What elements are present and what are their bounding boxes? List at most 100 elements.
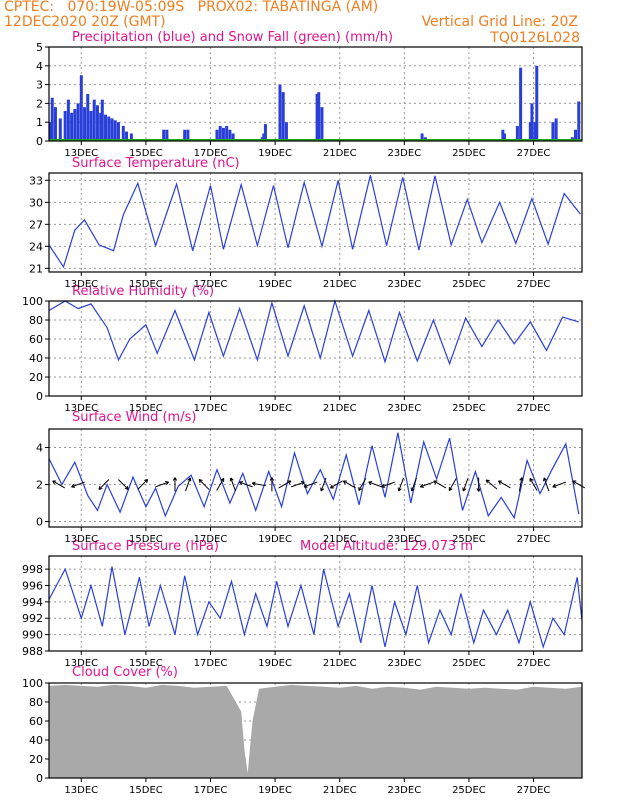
precip-bar (121, 125, 125, 141)
x-tick-label: 27DEC (517, 148, 551, 159)
y-tick-label: 4 (36, 60, 43, 73)
precip-bar (95, 105, 99, 141)
panel-frame (48, 172, 583, 273)
wind-arrow (52, 480, 66, 489)
wind-arrow-head (320, 487, 322, 492)
precip-bar (501, 129, 505, 141)
precip-bar (577, 101, 581, 141)
wind-arrow-shaft (448, 478, 457, 491)
y-tick-label: 4 (36, 441, 43, 454)
x-tick-label: 21DEC (323, 148, 357, 159)
precip-bar (70, 112, 74, 141)
x-tick-label: 25DEC (452, 658, 486, 669)
wind-arrow-shaft (368, 481, 383, 488)
wind-arrow (342, 480, 356, 489)
precip-bar (530, 103, 534, 141)
wind-arrow-head (174, 477, 178, 481)
y-tick-label: 996 (22, 579, 43, 592)
wind-arrow-head (462, 487, 464, 492)
precip-bar (533, 122, 537, 141)
y-tick-label: 27 (29, 218, 43, 231)
wind-arrow-shaft (381, 481, 395, 488)
y-tick-label: 3 (36, 79, 43, 92)
panel-frame (48, 300, 583, 397)
wind-arrow-head (486, 479, 490, 482)
precip-bar (574, 129, 578, 141)
wind-arrow-shaft (198, 479, 210, 490)
wind-arrow (518, 477, 524, 492)
x-tick-label: 27DEC (517, 785, 551, 796)
y-tick-label: 100 (22, 295, 43, 308)
wind-arrow-shaft (330, 480, 343, 489)
wind-arrow (397, 477, 404, 492)
header-grid-info: Vertical Grid Line: 20Z (421, 14, 578, 30)
x-tick-label: 27DEC (517, 279, 551, 290)
wind-arrow (137, 479, 149, 490)
wind-arrow (290, 481, 305, 488)
wind-arrow-shaft (433, 480, 447, 489)
wind-arrow-shaft (303, 481, 318, 488)
wind-arrow (320, 477, 327, 492)
x-tick-label: 23DEC (387, 279, 421, 290)
panel-temperature: 21 24 27 30 33 13DEC 15DEC 17DEC 19DEC 21DEC 23DEC… (29, 172, 583, 290)
wind-arrow (229, 477, 236, 492)
wind-arrow (462, 477, 469, 492)
x-tick-label: 15DEC (129, 785, 163, 796)
x-tick-label: 23DEC (387, 785, 421, 796)
y-tick-label: 2 (36, 97, 43, 110)
x-tick-label: 21DEC (323, 403, 357, 414)
y-tick-label: 0 (36, 135, 43, 148)
x-tick-label: 15DEC (129, 279, 163, 290)
wind-arrow (485, 479, 498, 490)
x-tick-label: 17DEC (194, 403, 228, 414)
wind-arrow (269, 477, 275, 492)
x-tick-label: 13DEC (64, 658, 98, 669)
x-tick-label: 21DEC (323, 785, 357, 796)
wind-arrow-shaft (239, 481, 253, 488)
wind-arrow (448, 478, 457, 491)
wind-line (48, 432, 580, 520)
precip-bar (262, 133, 266, 141)
panel-title-precip: Precipitation (blue) and Snow Fall (gree… (72, 30, 394, 45)
precip-bar (129, 133, 133, 141)
precip-bar (66, 99, 70, 141)
x-tick-label: 27DEC (517, 403, 551, 414)
wind-arrow-head (330, 484, 333, 489)
precip-bar (284, 122, 288, 141)
wind-arrow-head (251, 481, 256, 484)
humidity-line (48, 298, 579, 366)
y-tick-label: 21 (29, 262, 43, 275)
x-tick-label: 19DEC (258, 279, 292, 290)
wind-arrow-head (230, 477, 234, 481)
y-tick-label: 990 (22, 629, 43, 642)
x-tick-label: 23DEC (387, 403, 421, 414)
precip-bar (231, 133, 235, 141)
wind-arrow (251, 481, 266, 487)
wind-arrow (330, 480, 343, 489)
wind-arrow (476, 477, 481, 492)
x-tick-label: 25DEC (452, 279, 486, 290)
wind-arrow (543, 477, 550, 492)
pressure-line (48, 566, 583, 649)
pressure-altitude-note: Model Altitude: 129.073 m (300, 539, 474, 554)
y-tick-label: 2 (36, 478, 43, 491)
precip-bar (528, 122, 532, 141)
wind-arrow-shaft (155, 481, 169, 488)
header-code: TQ0126L028 (490, 30, 580, 46)
x-tick-label: 17DEC (194, 534, 228, 545)
y-tick-label: 20 (29, 371, 43, 384)
x-tick-label: 17DEC (194, 148, 228, 159)
panel-title-wind: Surface Wind (m/s) (72, 410, 197, 425)
wind-arrow (358, 478, 367, 491)
y-tick-label: 40 (29, 352, 43, 365)
wind-arrow-head (303, 483, 307, 488)
x-tick-label: 15DEC (129, 148, 163, 159)
panel-frame (48, 428, 583, 528)
precip-bar (125, 131, 129, 141)
x-tick-label: 19DEC (258, 658, 292, 669)
precip-bar (263, 124, 267, 141)
precip-bar (162, 129, 166, 141)
precip-bar (110, 118, 114, 141)
wind-arrow-shaft (552, 481, 567, 488)
